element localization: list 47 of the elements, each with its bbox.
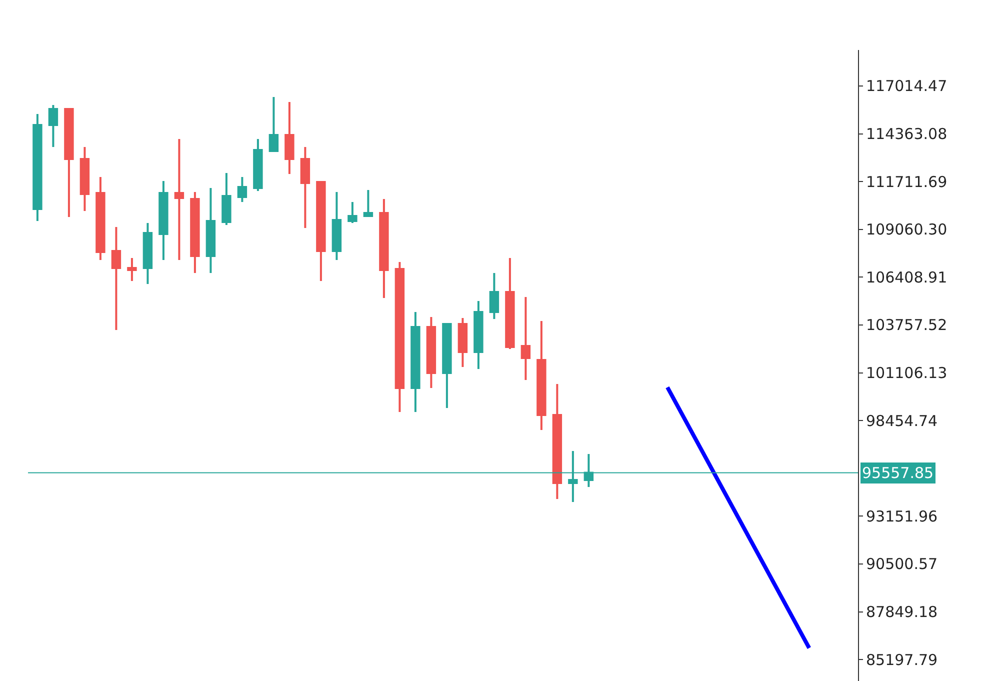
- candlestick: [348, 200, 358, 224]
- candlestick: [253, 138, 263, 192]
- y-tick-label: 93151.96: [866, 507, 938, 526]
- candlestick: [142, 222, 153, 285]
- candlestick: [363, 188, 374, 217]
- candlestick: [316, 180, 326, 282]
- candlestick: [332, 190, 342, 261]
- candlestick: [174, 138, 184, 261]
- candlestick: [96, 176, 106, 261]
- candlestick: [222, 172, 232, 226]
- y-tick-label: 85197.79: [866, 650, 938, 669]
- ref-line-label: 95557.85: [862, 464, 934, 482]
- y-tick-label: 101106.13: [866, 364, 948, 382]
- candlestick: [206, 186, 216, 274]
- candlestick: [426, 316, 436, 389]
- candlestick: [458, 316, 468, 368]
- y-tick-label: 90500.57: [866, 555, 938, 574]
- candlestick: [394, 260, 405, 413]
- candlestick: [48, 104, 58, 148]
- candlestick: [127, 257, 137, 282]
- candlestick: [80, 146, 90, 212]
- candlestick: [32, 112, 42, 222]
- candlestick: [536, 320, 546, 431]
- candlestick: [520, 296, 531, 381]
- candlestick: [268, 96, 279, 152]
- y-tick-label: 103757.52: [866, 316, 948, 334]
- candlestick: [474, 300, 484, 370]
- candlestick: [505, 257, 515, 350]
- candlestick: [300, 146, 310, 229]
- candlestick: [442, 322, 452, 409]
- candlestick: [237, 176, 248, 203]
- candlestick: [552, 383, 562, 500]
- candlestick: [489, 272, 500, 320]
- y-tick-label: 106408.91: [866, 268, 948, 286]
- y-tick-label: 111711.69: [866, 172, 948, 191]
- y-tick-label: 98454.74: [866, 412, 938, 430]
- candlestick: [158, 180, 168, 261]
- candlestick: [410, 310, 420, 413]
- candlestick: [379, 198, 389, 299]
- candlestick: [111, 226, 122, 331]
- y-tick-label: 114363.08: [866, 125, 948, 144]
- candlestick: [284, 100, 294, 175]
- y-tick-label: 87849.18: [866, 603, 938, 622]
- candlestick: [190, 190, 200, 274]
- y-tick-label: 117014.47: [866, 77, 948, 96]
- candlestick: [64, 108, 74, 218]
- y-tick-label: 109060.30: [866, 220, 948, 239]
